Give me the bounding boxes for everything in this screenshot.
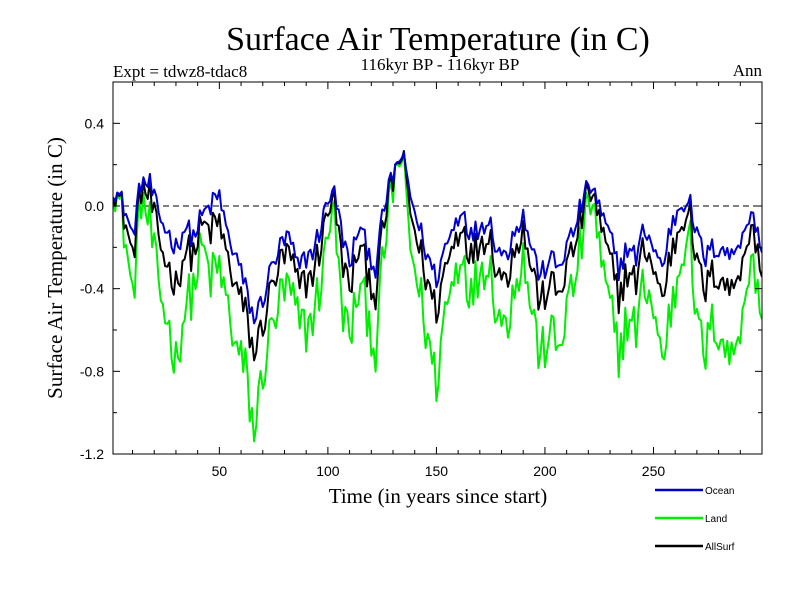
plot-frame xyxy=(112,81,763,455)
x-tick-label: 100 xyxy=(316,463,340,479)
series-line-allsurf xyxy=(113,150,762,362)
series-line-ocean xyxy=(113,151,762,325)
chart-title: Surface Air Temperature (in C) xyxy=(226,21,650,58)
y-axis-label: Surface Air Temperature (in C) xyxy=(43,137,67,399)
y-tick-label: -0.4 xyxy=(80,281,104,297)
x-tick-label: 50 xyxy=(212,463,228,479)
legend-label-allsurf: AllSurf xyxy=(705,542,735,553)
y-tick-label: 0.0 xyxy=(85,198,105,214)
x-tick-label: 200 xyxy=(533,463,557,479)
legend-label-land: Land xyxy=(705,514,727,525)
experiment-label: Expt = tdwz8-tdac8 xyxy=(113,62,247,81)
x-tick-label: 150 xyxy=(425,463,449,479)
series-line-land xyxy=(113,150,762,443)
y-tick-label: -0.8 xyxy=(80,363,104,379)
y-tick-label: 0.4 xyxy=(85,115,105,131)
legend: Ocean Land AllSurf xyxy=(655,486,735,553)
legend-label-ocean: Ocean xyxy=(705,486,734,497)
y-tick-label: -1.2 xyxy=(80,446,104,462)
period-label: 116kyr BP - 116kyr BP xyxy=(361,55,520,74)
x-tick-label: 250 xyxy=(642,463,666,479)
x-axis-label: Time (in years since start) xyxy=(329,484,548,508)
season-label: Ann xyxy=(733,61,763,80)
